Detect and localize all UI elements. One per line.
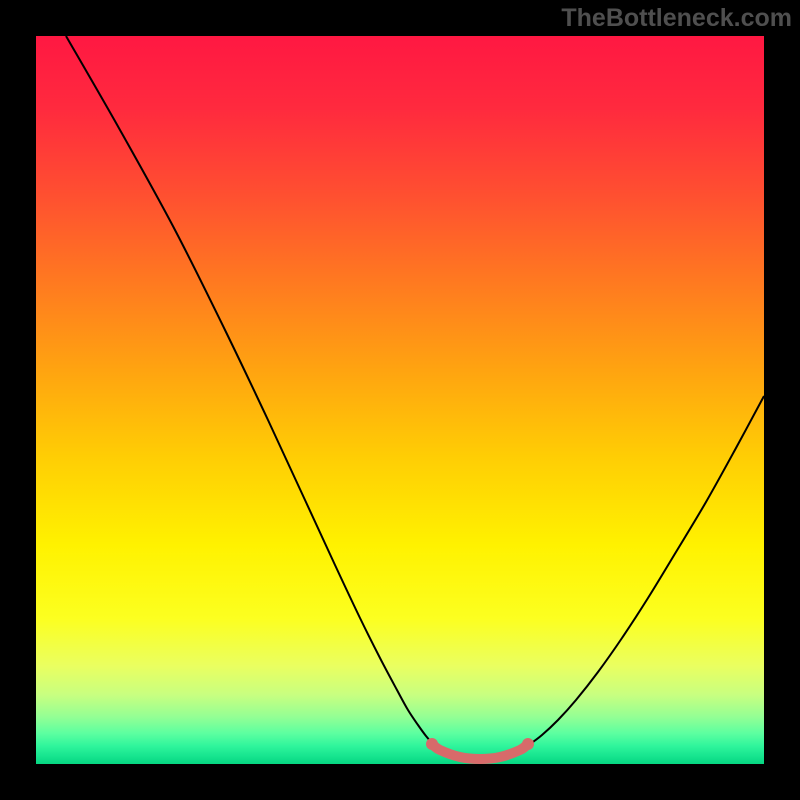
- left-curve: [66, 36, 440, 750]
- right-curve: [520, 396, 764, 750]
- watermark-text: TheBottleneck.com: [561, 4, 792, 33]
- chart-container: TheBottleneck.com: [0, 0, 800, 800]
- plot-area: [36, 36, 764, 764]
- curve-layer: [0, 0, 800, 800]
- highlight-dot-start: [426, 738, 438, 750]
- highlight-dot-end: [522, 738, 534, 750]
- highlight-segment: [432, 744, 528, 759]
